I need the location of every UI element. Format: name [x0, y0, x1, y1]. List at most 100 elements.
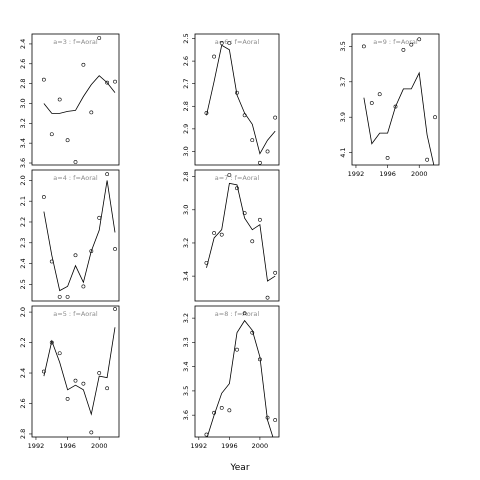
data-point	[385, 156, 390, 160]
panel-2: a=6 : f=Aoral 2.5 2.6 2.7 2.8 2.9 3.0	[182, 33, 280, 166]
data-point	[41, 77, 46, 82]
data-point	[65, 397, 70, 401]
panel-strip-label: a=7 : f=Aoral	[215, 174, 260, 182]
data-point	[242, 113, 247, 118]
y-tick-label: 2.9	[182, 124, 190, 134]
x-tick-label: 1992	[348, 170, 365, 178]
data-point	[105, 386, 110, 391]
data-point	[81, 381, 86, 386]
x-tick-label: 1996	[59, 442, 76, 450]
data-point	[73, 378, 78, 383]
data-point	[49, 340, 54, 345]
y-tick-label: 3.2	[182, 238, 190, 248]
y-tick-label: 2.1	[19, 196, 27, 206]
panel-frame	[194, 305, 280, 438]
y-tick-label: 2.4	[19, 258, 27, 268]
panel-5: a=7 : f=Aoral 2.8 3.0 3.2 3.4	[182, 169, 280, 302]
panel-7: a=8 : f=Aoral 3.2 3.3 3.4 3.5 3.6 1992 1996 2000	[182, 305, 280, 450]
y-tick-label: 3.6	[182, 410, 190, 420]
data-point	[273, 270, 278, 275]
panel-frame	[31, 305, 120, 438]
panel-frame	[31, 169, 120, 302]
data-point	[89, 110, 94, 115]
data-point	[273, 115, 278, 120]
data-point	[258, 160, 262, 165]
data-point	[250, 239, 255, 244]
y-tick-label: 3.9	[339, 112, 347, 122]
y-tick-label: 2.7	[182, 79, 190, 89]
x-tick-label: 2000	[252, 442, 269, 450]
data-point	[369, 101, 374, 105]
data-point	[409, 42, 414, 47]
fitted-line	[206, 44, 276, 155]
y-tick-label: 2.5	[182, 33, 190, 43]
panel-strip-label: a=3 : f=Aoral	[53, 38, 98, 46]
data-point	[258, 357, 262, 362]
y-tick-label: 2.5	[19, 279, 27, 289]
y-tick-label: 3.4	[182, 361, 190, 371]
data-point	[212, 231, 216, 235]
data-point	[204, 260, 209, 265]
data-point	[417, 37, 422, 42]
fitted-line	[43, 75, 116, 114]
data-point	[235, 186, 239, 191]
data-point	[227, 408, 232, 413]
y-tick-label: 2.8	[182, 101, 190, 111]
data-point	[97, 215, 102, 220]
panel-strip-label: a=9 : f=Aoral	[373, 38, 418, 46]
panel-frame	[194, 169, 280, 302]
panel-4: a=4 : f=Aoral 2.0 2.1 2.2 2.3 2.4 2.5	[19, 169, 120, 302]
fitted-line	[43, 180, 116, 292]
data-point	[265, 415, 270, 420]
data-point	[105, 172, 110, 177]
y-tick-label: 2.4	[19, 368, 27, 378]
y-tick-label: 2.3	[19, 238, 27, 248]
data-point	[113, 79, 117, 84]
panel-frame	[31, 33, 120, 166]
y-tick-label: 2.0	[19, 307, 27, 317]
y-tick-label: 3.0	[19, 98, 27, 108]
y-tick-label: 2.6	[182, 56, 190, 66]
panel-strip-label: a=5 : f=Aoral	[53, 310, 98, 318]
data-point	[242, 211, 247, 216]
data-point	[425, 157, 430, 162]
data-point	[73, 253, 78, 258]
x-tick-label: 1996	[379, 170, 396, 178]
fitted-line	[206, 319, 274, 437]
data-point	[57, 97, 62, 102]
data-point	[227, 173, 232, 177]
y-tick-label: 2.4	[19, 39, 27, 49]
y-tick-label: 2.2	[19, 217, 27, 227]
y-tick-label: 3.0	[182, 205, 190, 215]
data-point	[41, 195, 46, 199]
data-point	[97, 36, 102, 40]
data-point	[250, 330, 255, 335]
data-point	[105, 80, 110, 85]
panel-strip-label: a=6 : f=Aoral	[215, 38, 260, 46]
y-tick-label: 3.5	[182, 386, 190, 396]
x-tick-label: 2000	[91, 442, 108, 450]
data-point	[81, 62, 86, 67]
y-tick-label: 2.0	[19, 175, 27, 185]
data-point	[49, 259, 54, 264]
y-tick-label: 2.8	[19, 78, 27, 88]
y-tick-label: 3.6	[19, 158, 27, 168]
data-point	[242, 311, 247, 316]
data-point	[219, 405, 224, 410]
data-point	[65, 294, 70, 299]
data-point	[258, 217, 262, 222]
data-point	[393, 104, 398, 109]
data-point	[401, 48, 406, 52]
data-point	[265, 295, 270, 300]
panel-frame	[194, 33, 280, 166]
data-point	[361, 44, 366, 49]
panel-strip-label: a=8 : f=Aoral	[215, 310, 260, 318]
data-point	[219, 41, 224, 45]
y-tick-label: 3.3	[182, 337, 190, 347]
y-tick-label: 3.4	[182, 271, 190, 281]
data-point	[204, 111, 209, 115]
panel-strip-label: a=4 : f=Aoral	[53, 174, 98, 182]
data-point	[89, 430, 94, 435]
